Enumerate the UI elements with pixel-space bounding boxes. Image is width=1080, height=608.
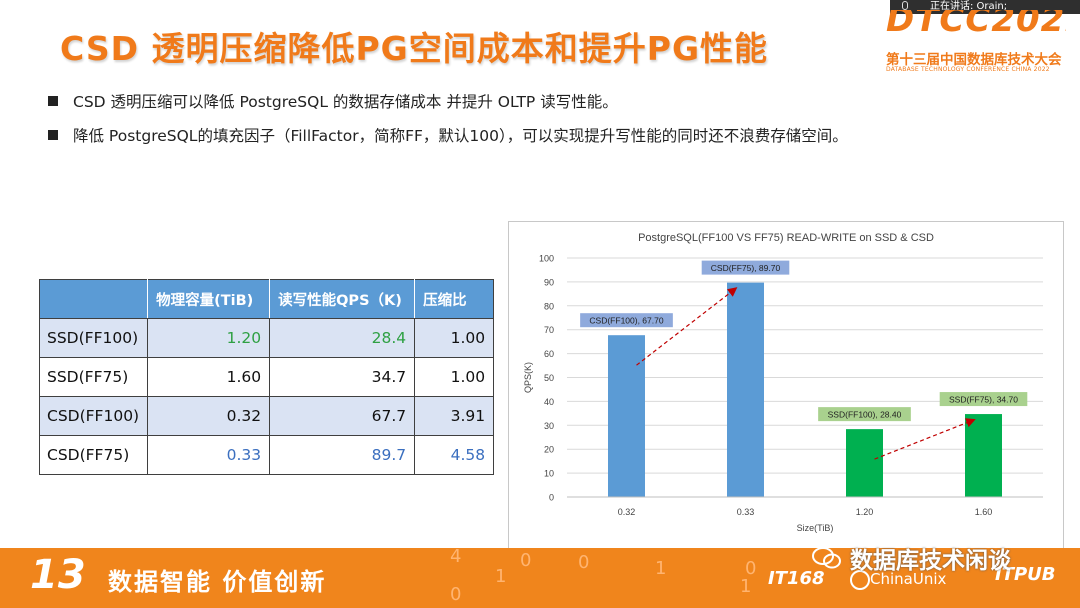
table-cell: 1.00 <box>414 357 495 397</box>
x-tick-label: 1.60 <box>975 507 993 517</box>
x-axis-label: Size(TiB) <box>797 523 834 533</box>
bar <box>846 429 883 497</box>
chart-title: PostgreSQL(FF100 VS FF75) READ-WRITE on … <box>638 232 934 244</box>
table-cell: CSD(FF100) <box>38 396 149 436</box>
footer-slogan: 数据智能 价值创新 <box>108 568 327 596</box>
trend-arrow <box>874 418 976 460</box>
footer-digit: 0 <box>520 550 532 571</box>
table-header-cell: 压缩比 <box>414 279 495 319</box>
y-tick-label: 80 <box>544 301 554 311</box>
table-cell: 67.7 <box>269 396 416 436</box>
watermark: 数据库技术闲谈 <box>812 541 1011 575</box>
table-row: CSD(FF100) 0.32 67.7 3.91 <box>38 396 495 436</box>
conference-logo: DTCC2022 <box>886 10 1066 40</box>
y-tick-label: 30 <box>544 421 554 431</box>
table-header-cell <box>38 279 149 319</box>
y-tick-label: 70 <box>544 325 554 335</box>
chart-container: PostgreSQL(FF100 VS FF75) READ-WRITE on … <box>508 221 1064 549</box>
chinaunix-logo: ChinaUnix <box>870 570 947 588</box>
table-cell: 1.20 <box>147 318 271 358</box>
data-label-box <box>818 407 911 422</box>
conference-name-cn: 第十三届中国数据库技术大会 <box>886 52 1062 68</box>
y-tick-label: 10 <box>544 469 554 479</box>
table-cell: 0.32 <box>147 396 271 436</box>
x-tick-label: 0.32 <box>618 507 636 517</box>
bar <box>608 335 645 497</box>
data-label-box <box>701 260 790 275</box>
itpub-logo: ITPUB <box>995 564 1056 585</box>
table-header-row: 物理容量(TiB) 读写性能QPS（K) 压缩比 <box>38 279 495 319</box>
wechat-icon <box>812 547 841 569</box>
x-tick-label: 1.20 <box>856 507 874 517</box>
table-cell: 4.58 <box>414 435 495 475</box>
conference-name-en: DATABASE TECHNOLOGY CONFERENCE CHINA 202… <box>886 66 1050 73</box>
table-cell: 1.00 <box>414 318 495 358</box>
table-cell: 34.7 <box>269 357 416 397</box>
bar-chart: PostgreSQL(FF100 VS FF75) READ-WRITE on … <box>523 232 1043 533</box>
data-label-box <box>939 392 1028 407</box>
footer-digit: 1 <box>655 558 667 579</box>
table-row: CSD(FF75) 0.33 89.7 4.58 <box>38 435 495 475</box>
footer-digit: 1 <box>740 576 752 597</box>
table-cell: 0.33 <box>147 435 271 475</box>
y-tick-label: 100 <box>539 254 554 264</box>
speaking-indicator: 正在讲话: Orain; <box>890 0 1080 14</box>
table-row: SSD(FF100) 1.20 28.4 1.00 <box>38 318 495 358</box>
footer-digit: 0 <box>578 552 590 573</box>
table-cell: SSD(FF75) <box>38 357 149 397</box>
bullet-text: 降低 PostgreSQL的填充因子（FillFactor，简称FF，默认100… <box>73 127 848 145</box>
bullet-item: 降低 PostgreSQL的填充因子（FillFactor，简称FF，默认100… <box>48 124 848 146</box>
table-header-cell: 读写性能QPS（K) <box>269 279 416 319</box>
data-label: CSD(FF100), 67.70 <box>589 316 663 326</box>
table-cell: 1.60 <box>147 357 271 397</box>
speaking-text: 正在讲话: Orain; <box>930 1 1008 12</box>
data-label: SSD(FF100), 28.40 <box>828 410 902 420</box>
table-cell: 3.91 <box>414 396 495 436</box>
comparison-table: 物理容量(TiB) 读写性能QPS（K) 压缩比 SSD(FF100) 1.20… <box>38 279 495 475</box>
data-label: CSD(FF75), 89.70 <box>711 263 781 273</box>
data-label: SSD(FF75), 34.70 <box>949 395 1018 405</box>
bullet-text: CSD 透明压缩可以降低 PostgreSQL 的数据存储成本 并提升 OLTP… <box>73 93 618 111</box>
table-cell: CSD(FF75) <box>38 435 149 475</box>
y-tick-label: 20 <box>544 445 554 455</box>
table-row: SSD(FF75) 1.60 34.7 1.00 <box>38 357 495 397</box>
bar <box>727 282 764 497</box>
y-tick-label: 0 <box>549 493 554 503</box>
y-tick-label: 40 <box>544 397 554 407</box>
bullet-item: CSD 透明压缩可以降低 PostgreSQL 的数据存储成本 并提升 OLTP… <box>48 90 618 112</box>
bullet-square-icon <box>48 130 58 140</box>
y-tick-label: 90 <box>544 277 554 287</box>
y-tick-label: 60 <box>544 349 554 359</box>
bar <box>965 414 1002 497</box>
y-tick-label: 50 <box>544 373 554 383</box>
bullet-square-icon <box>48 96 58 106</box>
footer-digit: 0 <box>450 584 462 605</box>
footer-banner: 4 1 0 0 1 0 1 0 13 数据智能 价值创新 IT168 China… <box>0 548 1080 608</box>
microphone-icon <box>902 1 908 10</box>
it168-logo: IT168 <box>768 568 825 589</box>
table-header-cell: 物理容量(TiB) <box>147 279 271 319</box>
footer-13-logo: 13 <box>30 552 86 598</box>
footer-digit: 0 <box>745 558 757 579</box>
footer-digit: 4 <box>450 548 462 567</box>
table-cell: 28.4 <box>269 318 416 358</box>
watermark-text: 数据库技术闲谈 <box>850 548 1011 574</box>
table-cell: 89.7 <box>269 435 416 475</box>
y-axis-label: QPS(K) <box>523 362 533 393</box>
footer-digit: 1 <box>495 566 507 587</box>
slide-title: CSD 透明压缩降低PG空间成本和提升PG性能 <box>60 29 769 68</box>
data-label-box <box>580 313 673 328</box>
table-cell: SSD(FF100) <box>38 318 149 358</box>
chinaunix-icon <box>850 570 870 590</box>
x-tick-label: 0.33 <box>737 507 755 517</box>
